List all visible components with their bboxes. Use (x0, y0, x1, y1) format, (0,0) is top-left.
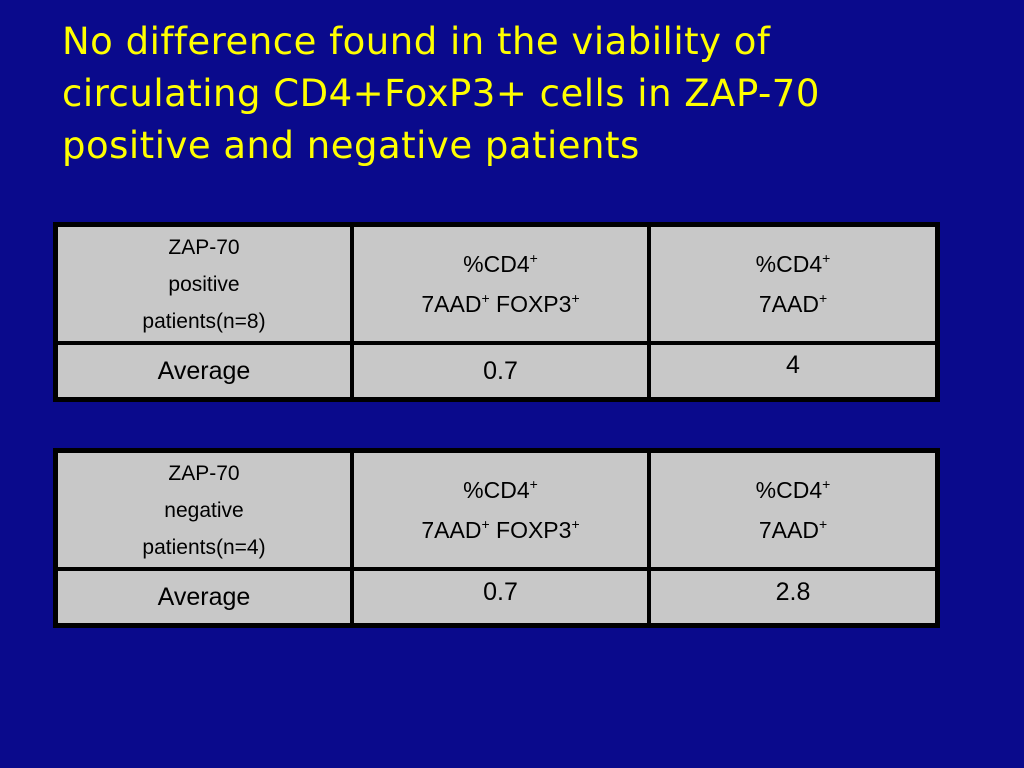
table-row: Average 0.7 2.8 (56, 569, 937, 625)
cd4-7aad-foxp3-header: %CD4+ 7AAD+ FOXP3+ (352, 225, 649, 343)
group-label-line: positive (168, 272, 240, 296)
average-value: 2.8 (649, 569, 937, 625)
col-label: 7AAD (421, 291, 482, 317)
group-label-line: patients(n=4) (142, 535, 266, 559)
average-label: Average (56, 569, 352, 625)
average-value: 0.7 (352, 569, 649, 625)
superscript: + (822, 476, 831, 492)
group-label-line: patients(n=8) (142, 309, 266, 333)
col-label: 7AAD (758, 517, 819, 543)
group-label-line: ZAP-70 (168, 461, 240, 485)
superscript: + (571, 516, 580, 532)
cd4-7aad-foxp3-header: %CD4+ 7AAD+ FOXP3+ (352, 451, 649, 569)
col-label: 7AAD (421, 517, 482, 543)
cd4-7aad-header: %CD4+ 7AAD+ (649, 451, 937, 569)
group-header-cell: ZAP-70 positive patients(n=8) (56, 225, 352, 343)
slide-title: No difference found in the viability of … (62, 16, 962, 172)
positive-patients-table: ZAP-70 positive patients(n=8) %CD4+ 7AAD… (53, 222, 940, 402)
average-value: 0.7 (352, 343, 649, 399)
col-label: FOXP3 (489, 291, 572, 317)
superscript: + (529, 250, 538, 266)
title-line: circulating CD4+FoxP3+ cells in ZAP-70 (62, 72, 820, 115)
cd4-7aad-header: %CD4+ 7AAD+ (649, 225, 937, 343)
superscript: + (529, 476, 538, 492)
group-label-line: negative (164, 498, 244, 522)
col-label: FOXP3 (489, 517, 572, 543)
superscript: + (822, 250, 831, 266)
superscript: + (481, 516, 490, 532)
superscript: + (481, 290, 490, 306)
superscript: + (818, 290, 828, 306)
title-line: positive and negative patients (62, 124, 640, 167)
table-header-row: ZAP-70 positive patients(n=8) %CD4+ 7AAD… (56, 225, 937, 343)
group-label-line: ZAP-70 (168, 235, 240, 259)
average-value: 4 (649, 343, 937, 399)
table-header-row: ZAP-70 negative patients(n=4) %CD4+ 7AAD… (56, 451, 937, 569)
col-label: 7AAD (758, 291, 819, 317)
superscript: + (571, 290, 580, 306)
title-line: No difference found in the viability of (62, 20, 771, 63)
average-value-text: 0.7 (483, 577, 518, 606)
average-label: Average (56, 343, 352, 399)
table-row: Average 0.7 4 (56, 343, 937, 399)
col-label: %CD4 (755, 477, 823, 503)
superscript: + (818, 516, 828, 532)
col-label: %CD4 (755, 251, 823, 277)
average-value-text: 4 (786, 350, 800, 379)
group-header-cell: ZAP-70 negative patients(n=4) (56, 451, 352, 569)
negative-patients-table: ZAP-70 negative patients(n=4) %CD4+ 7AAD… (53, 448, 940, 628)
col-label: %CD4 (463, 477, 530, 503)
average-value-text: 2.8 (775, 577, 811, 606)
col-label: %CD4 (463, 251, 530, 277)
